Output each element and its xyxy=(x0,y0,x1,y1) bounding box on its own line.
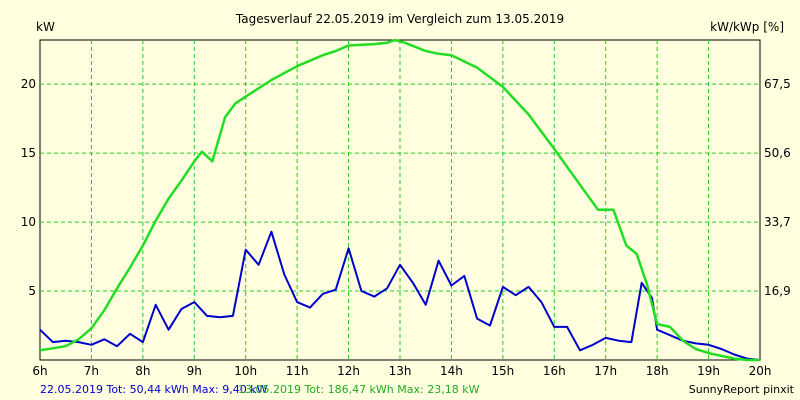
chart-title: Tagesverlauf 22.05.2019 im Vergleich zum… xyxy=(235,12,564,26)
x-tick-label: 15h xyxy=(491,364,514,378)
x-tick-label: 20h xyxy=(749,364,772,378)
left-tick-label: 20 xyxy=(21,77,36,91)
x-tick-label: 6h xyxy=(32,364,47,378)
series-line-1 xyxy=(39,230,761,361)
right-tick-label: 33,7 xyxy=(764,215,791,229)
left-tick-label: 5 xyxy=(28,284,36,298)
left-tick-label: 15 xyxy=(21,146,36,160)
plot-area xyxy=(39,39,761,361)
x-tick-label: 16h xyxy=(543,364,566,378)
x-tick-label: 10h xyxy=(234,364,257,378)
x-tick-label: 9h xyxy=(187,364,202,378)
x-tick-label: 12h xyxy=(337,364,360,378)
right-tick-labels: 16,9 33,7 50,6 67,5 xyxy=(764,77,791,298)
x-tick-label: 7h xyxy=(84,364,99,378)
legend-series-13-05: 13.05.2019 Tot: 186,47 kWh Max: 23,18 kW xyxy=(238,383,480,396)
series-line-2 xyxy=(39,38,760,362)
x-tick-label: 14h xyxy=(440,364,463,378)
x-tick-label: 8h xyxy=(135,364,150,378)
x-tick-labels: 6h 7h 8h 9h 10h 11h 12h 13h 14h 15h 16h 17h 18h 19h 20… xyxy=(32,364,771,378)
right-tick-label: 67,5 xyxy=(764,77,791,91)
x-tick-label: 13h xyxy=(389,364,412,378)
x-tick-label: 19h xyxy=(697,364,720,378)
left-tick-labels: 5 10 15 20 xyxy=(21,77,36,298)
right-tick-label: 50,6 xyxy=(764,146,791,160)
right-axis-label: kW/kWp [%] xyxy=(710,20,784,34)
grid xyxy=(40,40,760,360)
left-tick-label: 10 xyxy=(21,215,36,229)
x-tick-label: 17h xyxy=(594,364,617,378)
legend-series-22-05: 22.05.2019 Tot: 50,44 kWh Max: 9,40 kW xyxy=(40,383,268,396)
x-tick-label: 11h xyxy=(286,364,309,378)
right-tick-label: 16,9 xyxy=(764,284,791,298)
credit-text: SunnyReport pinxit xyxy=(689,383,795,396)
series-lines xyxy=(39,38,761,362)
x-tick-label: 18h xyxy=(646,364,669,378)
left-axis-label: kW xyxy=(36,20,55,34)
